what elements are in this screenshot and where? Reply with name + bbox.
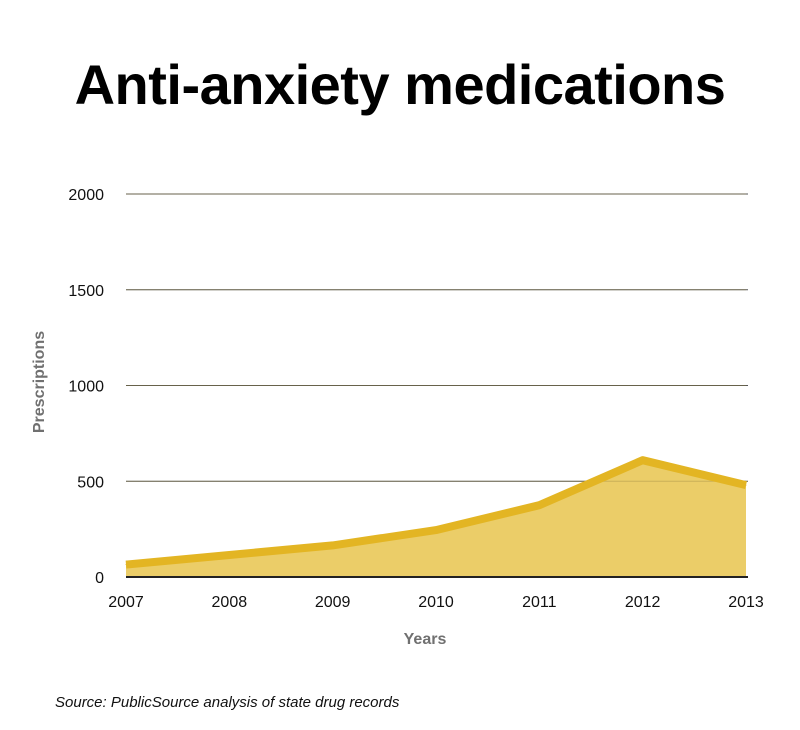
data-point-2010 bbox=[435, 529, 437, 531]
y-tick-label: 500 bbox=[77, 474, 104, 491]
x-tick-label: 2010 bbox=[418, 594, 454, 611]
data-point-2013 bbox=[745, 484, 747, 486]
x-tick-label: 2008 bbox=[212, 594, 248, 611]
x-axis-ticks: 2007 2008 2009 2010 2011 2012 2013 bbox=[108, 594, 764, 611]
y-tick-label: 1500 bbox=[68, 283, 104, 300]
x-tick-label: 2012 bbox=[625, 594, 661, 611]
chart-title: Anti-anxiety medications bbox=[74, 53, 726, 116]
x-tick-label: 2009 bbox=[315, 594, 351, 611]
data-point-2007 bbox=[125, 564, 127, 566]
y-axis-title: Prescriptions bbox=[31, 331, 48, 433]
data-point-2012 bbox=[642, 459, 644, 461]
y-axis-ticks: 0 500 1000 1500 2000 bbox=[68, 187, 104, 587]
data-point-2011 bbox=[538, 504, 540, 506]
source-note: Source: PublicSource analysis of state d… bbox=[55, 694, 400, 711]
y-tick-label: 0 bbox=[95, 570, 104, 587]
area-layer bbox=[125, 193, 748, 578]
data-point-2008 bbox=[228, 554, 230, 556]
x-tick-label: 2007 bbox=[108, 594, 144, 611]
x-tick-label: 2011 bbox=[522, 594, 557, 611]
gridlines bbox=[126, 193, 748, 482]
x-tick-label: 2013 bbox=[728, 594, 764, 611]
area-fill bbox=[126, 460, 746, 577]
data-point-2009 bbox=[332, 544, 334, 546]
x-axis-title: Years bbox=[404, 631, 447, 648]
y-tick-label: 2000 bbox=[68, 187, 104, 204]
y-tick-label: 1000 bbox=[68, 379, 104, 396]
